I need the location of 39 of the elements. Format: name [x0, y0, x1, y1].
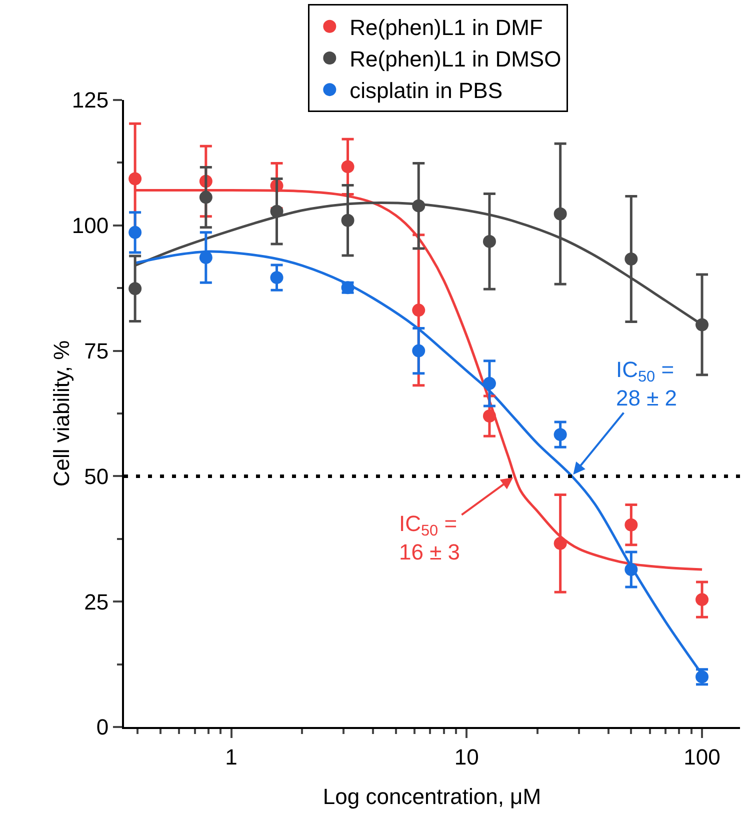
y-tick-label: 0 — [96, 714, 109, 740]
y-axis-title: Cell viability, % — [49, 340, 74, 487]
point — [482, 376, 496, 390]
x-tick-label: 100 — [684, 744, 720, 770]
point — [412, 304, 426, 317]
point — [554, 536, 567, 550]
point — [341, 214, 354, 227]
point — [128, 172, 142, 186]
annotation: IC$_{50}$ = 16 ± 3 — [399, 511, 460, 565]
point — [624, 518, 638, 532]
point — [482, 410, 496, 423]
point — [199, 251, 212, 264]
point — [624, 563, 638, 576]
x-tick-label: 1 — [225, 744, 238, 770]
point — [270, 271, 284, 284]
x-axis-title: Log concentration, μM — [322, 784, 542, 809]
point — [199, 190, 212, 204]
y-tick-label: 100 — [72, 213, 109, 238]
point — [696, 593, 709, 606]
y-tick-label: 50 — [84, 464, 109, 489]
point — [554, 207, 567, 220]
annotation: IC$_{50}$ = 28 ± 2 — [616, 357, 678, 411]
y-tick-label: 125 — [72, 88, 109, 113]
point — [554, 428, 567, 442]
point — [696, 318, 709, 332]
legend-label: Re(phen)L1 in DMF — [350, 14, 543, 40]
point — [341, 160, 354, 174]
point — [128, 282, 142, 296]
point — [624, 252, 638, 266]
point — [412, 344, 426, 358]
point — [482, 234, 496, 248]
x-tick-label: 10 — [454, 744, 479, 770]
legend-label: Re(phen)L1 in DMSO — [350, 46, 562, 72]
y-tick-label: 75 — [84, 338, 109, 364]
point — [270, 204, 284, 218]
point — [128, 226, 142, 239]
y-tick-label: 25 — [84, 589, 109, 614]
point — [412, 199, 426, 212]
legend-label: cisplatin in PBS — [350, 78, 503, 104]
